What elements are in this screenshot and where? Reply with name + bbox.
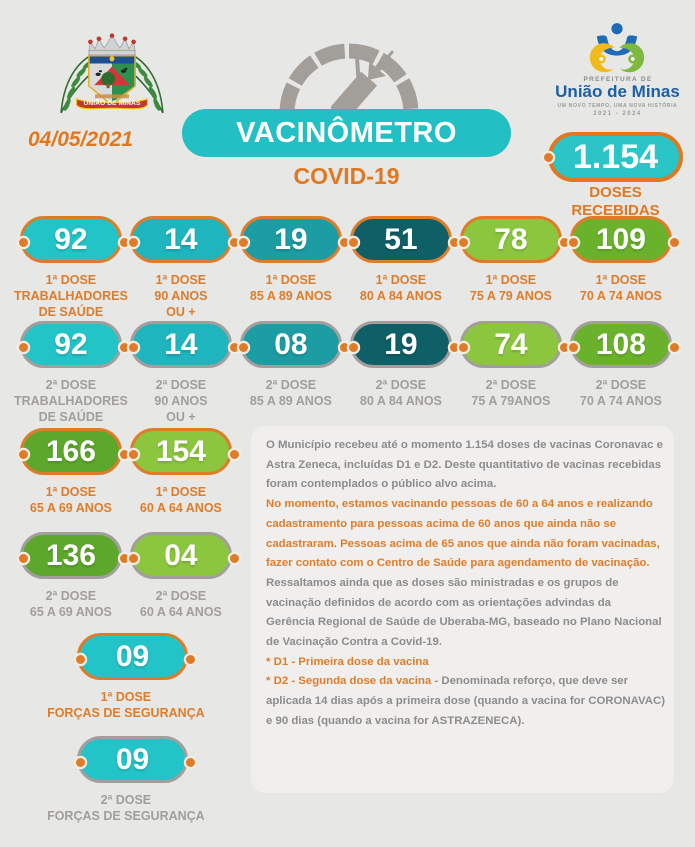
svg-text:UNIÃO DE MINAS: UNIÃO DE MINAS [83, 98, 141, 107]
